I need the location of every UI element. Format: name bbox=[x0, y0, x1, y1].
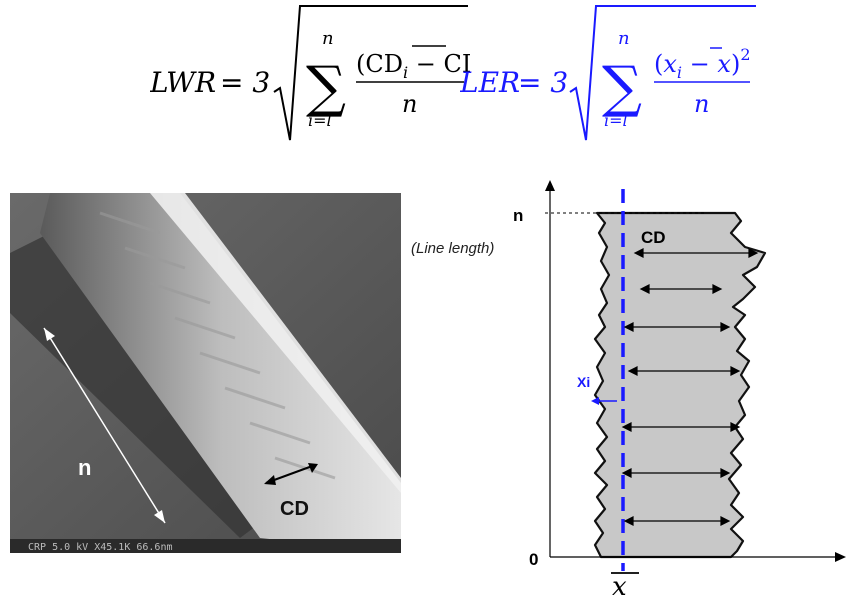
sem-shadow bbox=[10, 233, 260, 538]
x-axis-arrowhead bbox=[835, 552, 846, 562]
sem-micrograph: CRP 5.0 kV X45.1K 66.6nm n CD bbox=[10, 193, 401, 553]
xi-arrowhead bbox=[591, 397, 599, 405]
lwr-equals: = 3 bbox=[220, 66, 270, 99]
lwr-sum-bottom: i=l bbox=[308, 111, 332, 130]
sem-n-arrowhead-bottom bbox=[154, 510, 165, 523]
lwr-sum-top: n bbox=[322, 28, 334, 49]
lwr-formula: LWR = 3 n ∑ i=l (CDi − CD)2 n bbox=[150, 5, 470, 141]
lwr-sum-symbol: ∑ bbox=[306, 55, 346, 120]
cd-label: CD bbox=[641, 228, 666, 247]
cd-arrows bbox=[621, 248, 759, 526]
roughness-diagram: Xi n (Line length) CD 0 x bbox=[411, 180, 846, 601]
ler-numerator: ((xxi − x)2 bbox=[654, 45, 751, 82]
sem-n-arrowhead-top bbox=[44, 328, 55, 341]
ler-sum-top: n bbox=[618, 28, 630, 49]
sem-ridge-texture bbox=[99, 211, 336, 480]
line-region bbox=[593, 211, 767, 559]
lwr-denominator: n bbox=[402, 90, 417, 118]
lwr-radical bbox=[273, 5, 468, 141]
zero-label: 0 bbox=[529, 550, 538, 569]
ler-denominator: n bbox=[694, 90, 709, 118]
sem-cd-label: CD bbox=[280, 498, 309, 520]
line-length-label: (Line length) bbox=[411, 240, 494, 257]
sem-n-arrow bbox=[43, 327, 166, 524]
n-axis-label: n bbox=[513, 206, 523, 225]
ler-radical bbox=[569, 5, 756, 141]
ler-lhs: LER bbox=[460, 66, 520, 99]
sem-cd-arrowhead-left bbox=[264, 475, 276, 485]
sem-footer-text: CRP 5.0 kV X45.1K 66.6nm bbox=[28, 542, 173, 553]
sem-line-ridge bbox=[40, 193, 401, 553]
sem-cd-arrowhead-right bbox=[308, 463, 318, 473]
ler-sum-symbol: ∑ bbox=[602, 55, 642, 120]
sem-n-label: n bbox=[78, 455, 91, 480]
ler-sum-bottom: i=l bbox=[604, 111, 628, 130]
ler-equals: = 3 bbox=[518, 66, 568, 99]
xbar-label: x bbox=[612, 572, 627, 601]
y-axis-arrowhead bbox=[545, 180, 555, 191]
sem-ridge-top bbox=[150, 193, 401, 493]
xi-label: Xi bbox=[577, 374, 590, 390]
lwr-numerator: (CDi − CD)2 bbox=[356, 45, 470, 82]
ler-formula: LER = 3 n ∑ i=l ((xxi − x)2 n bbox=[460, 5, 756, 141]
lwr-lhs: LWR bbox=[150, 66, 216, 99]
sem-footer-band bbox=[10, 539, 401, 553]
